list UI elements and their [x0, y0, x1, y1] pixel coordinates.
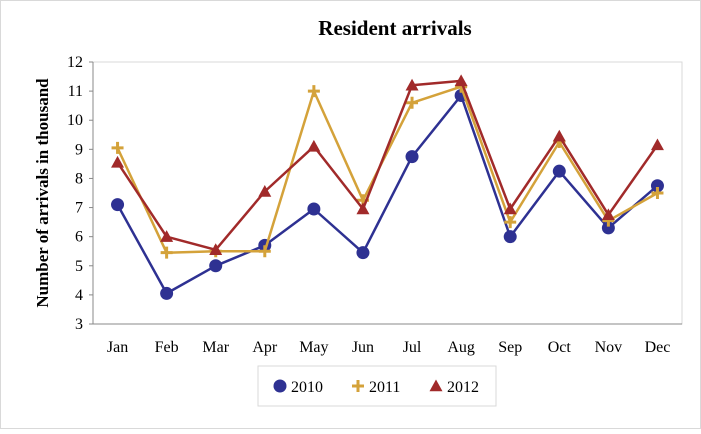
data-point-2010	[650, 179, 664, 193]
legend-label: 2011	[369, 379, 400, 396]
y-tick-label: 10	[67, 112, 83, 129]
data-point-2012	[160, 230, 174, 242]
legend-marker-2011	[352, 380, 364, 392]
data-point-2010	[111, 198, 125, 212]
y-tick-label: 6	[75, 229, 83, 246]
data-point-2012	[307, 139, 321, 152]
data-point-2010	[405, 150, 419, 164]
legend-item-2011: 2011	[352, 379, 400, 396]
series-2011	[111, 80, 664, 259]
data-point-2011	[307, 85, 320, 98]
y-tick-label: 9	[75, 141, 83, 158]
data-point-2011	[406, 96, 419, 109]
series-line-2010	[116, 94, 659, 295]
data-point-2010	[307, 202, 321, 216]
y-tick-label: 3	[75, 316, 83, 333]
x-tick-label: Oct	[548, 339, 572, 356]
x-tick-label: Jul	[403, 339, 422, 356]
series-line-2011	[116, 85, 659, 254]
data-point-2011	[111, 141, 124, 154]
data-point-2011	[160, 246, 173, 259]
data-point-2010	[209, 259, 223, 273]
series-2010	[111, 88, 664, 300]
y-axis-label: Number of arrivals in thousand	[33, 78, 52, 308]
data-point-2012	[405, 78, 419, 91]
data-point-2010	[160, 286, 174, 300]
x-tick-label: Nov	[595, 339, 623, 356]
y-tick-labels: 3 4 5 6 7 8 9 10 11 12	[67, 54, 93, 333]
data-point-2010	[552, 164, 566, 178]
data-point-2012	[552, 129, 566, 142]
data-point-2012	[258, 185, 272, 197]
x-tick-labels: Jan Feb Mar Apr May Jun Jul Aug Sep Oct Nov Dec	[107, 339, 670, 356]
data-point-2010	[503, 230, 517, 244]
y-tick-label: 7	[75, 200, 83, 217]
y-tick-label: 5	[75, 258, 83, 275]
series-layer	[111, 74, 664, 300]
series-2012	[111, 74, 664, 255]
data-point-2011	[504, 216, 517, 229]
legend-marker-2010	[273, 379, 287, 393]
legend: 2010 2011 2012	[273, 379, 479, 396]
y-tick-label: 4	[75, 287, 83, 304]
legend-marker-2012	[429, 379, 443, 392]
x-tick-label: Sep	[498, 339, 522, 356]
legend-item-2012: 2012	[429, 379, 479, 396]
data-point-2012	[454, 74, 468, 87]
x-tick-label: Apr	[252, 339, 278, 356]
legend-item-2010: 2010	[273, 379, 323, 396]
series-line-2012	[116, 79, 659, 252]
legend-label: 2010	[291, 379, 323, 396]
data-point-2010	[356, 246, 370, 260]
x-tick-label: Jan	[107, 339, 128, 356]
chart-title: Resident arrivals	[318, 16, 471, 40]
x-tick-label: Mar	[202, 339, 229, 356]
data-point-2012	[209, 243, 223, 255]
y-tick-label: 12	[67, 54, 83, 71]
data-point-2012	[601, 208, 615, 221]
x-tick-label: Aug	[447, 339, 475, 356]
y-tick-label: 11	[68, 83, 83, 100]
x-tick-label: Jun	[352, 339, 374, 356]
legend-box	[257, 365, 497, 407]
data-point-2012	[503, 202, 517, 215]
data-point-2012	[650, 138, 664, 151]
y-tick-label: 8	[75, 170, 83, 187]
data-point-2012	[111, 155, 125, 168]
data-point-2011	[258, 245, 271, 258]
legend-label: 2012	[447, 379, 479, 396]
x-tick-label: May	[299, 339, 328, 356]
data-point-2011	[651, 187, 664, 199]
data-point-2012	[356, 202, 370, 215]
x-tick-label: Dec	[645, 339, 671, 356]
x-tick-label: Feb	[155, 339, 179, 356]
data-point-2010	[601, 221, 615, 235]
